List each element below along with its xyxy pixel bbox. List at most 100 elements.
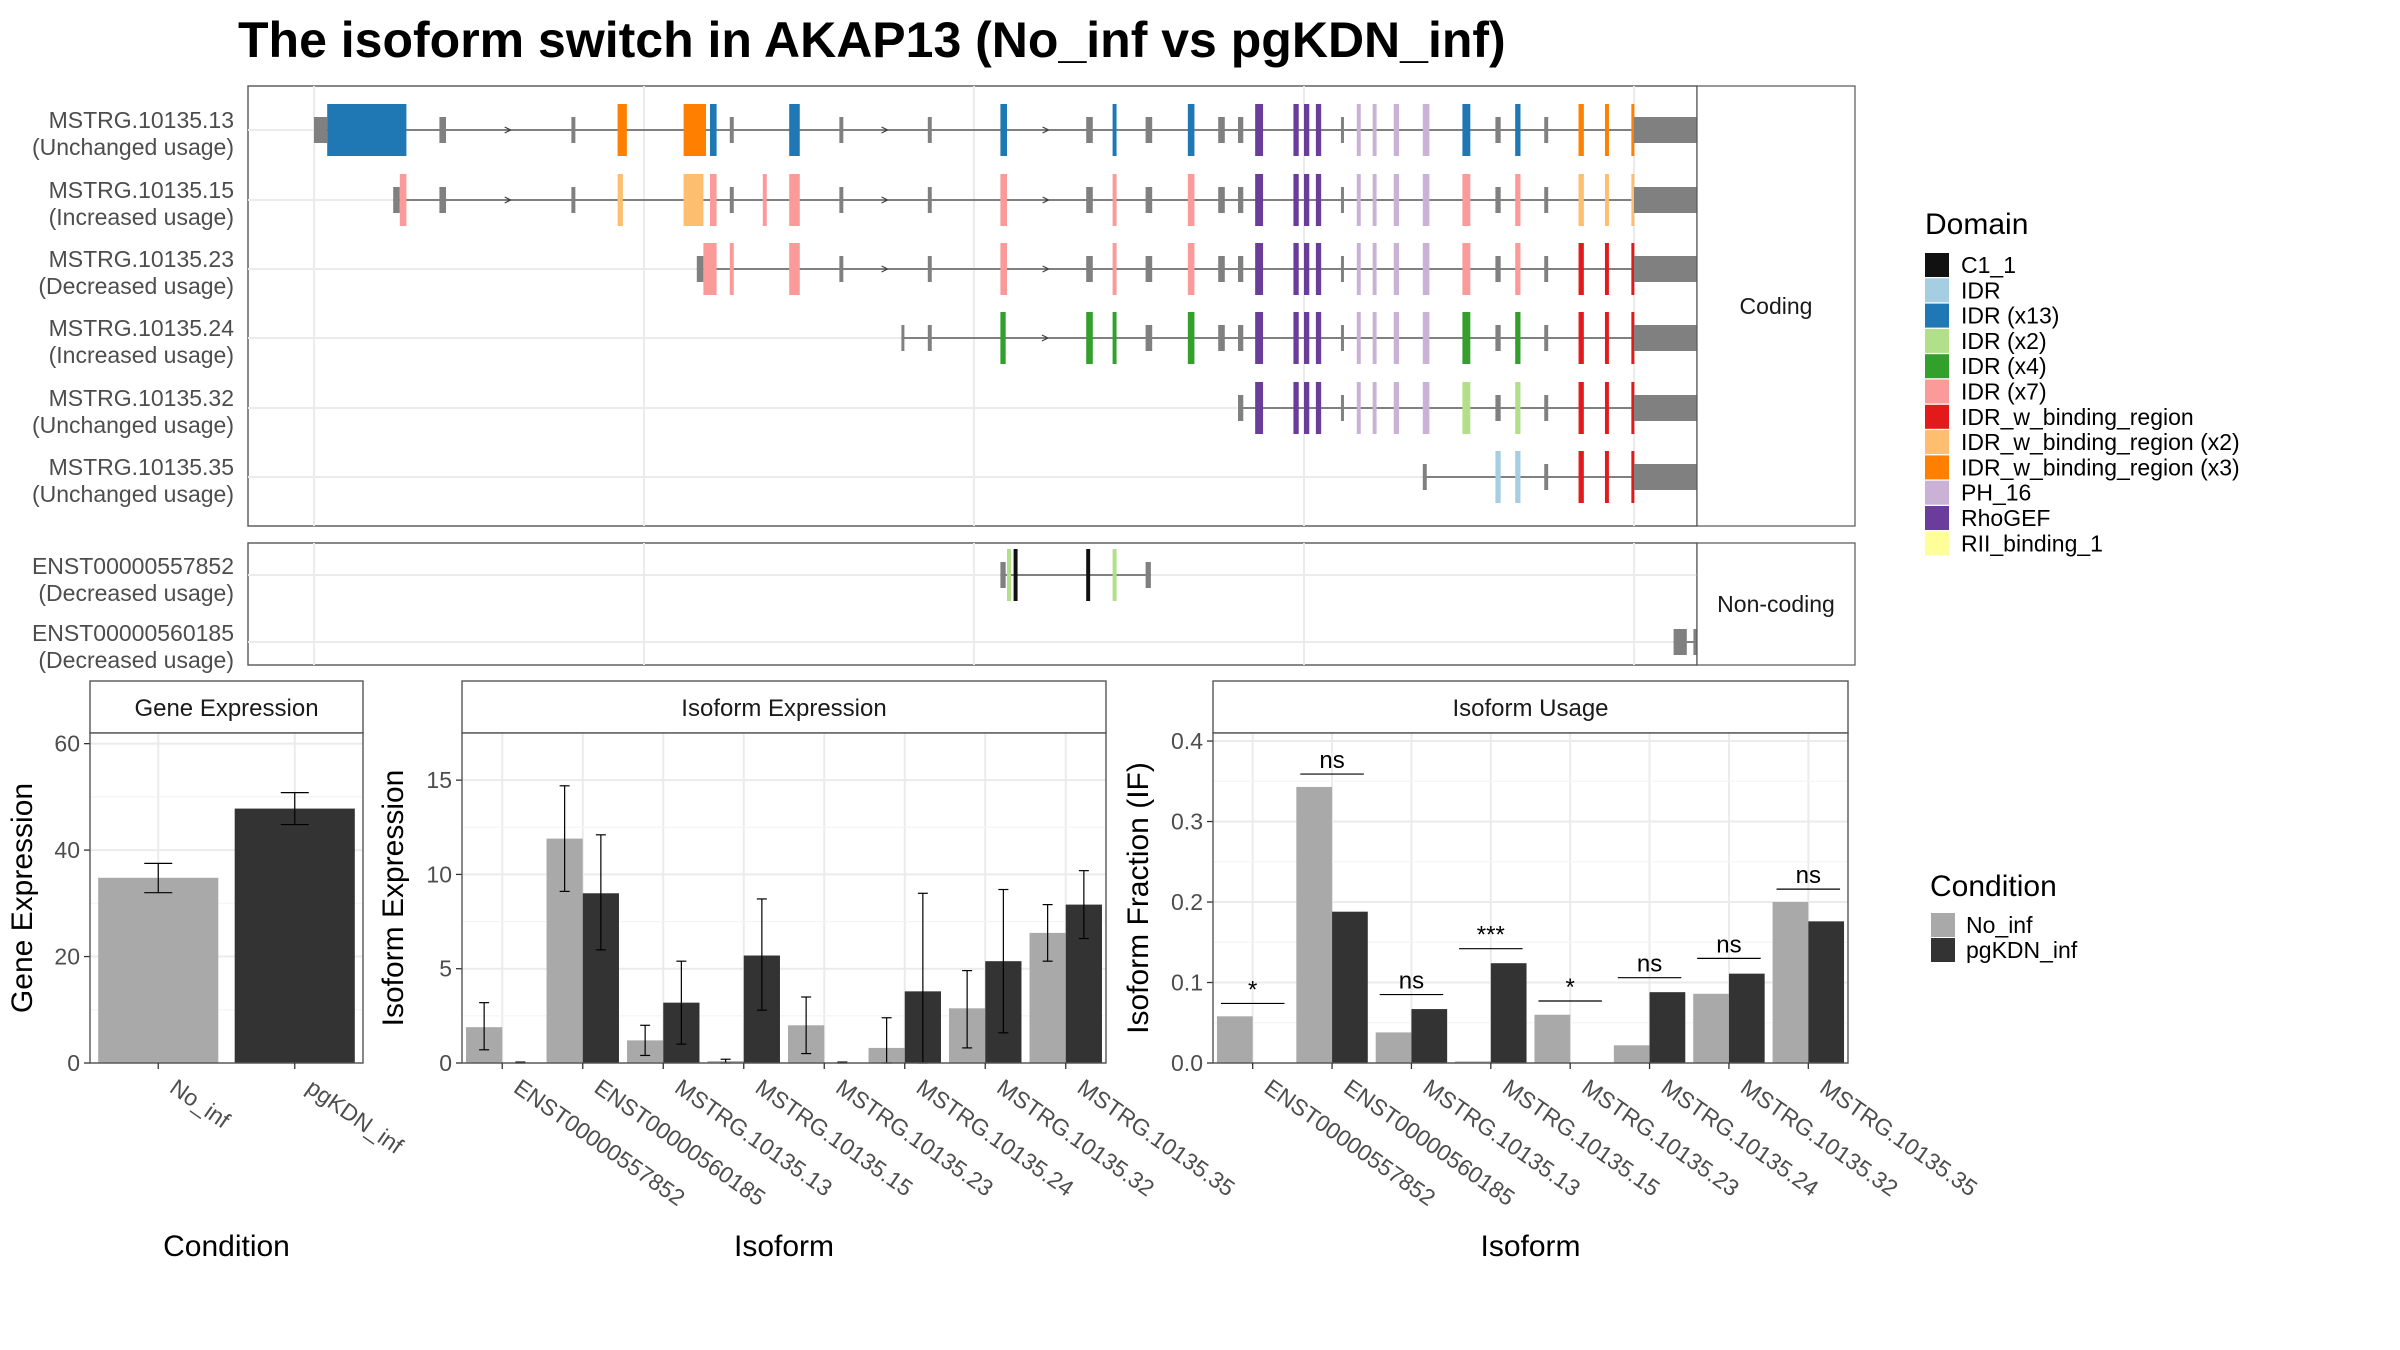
chart-strip: [461, 680, 1107, 734]
chart-title: Gene Expression: [134, 695, 318, 722]
condition-legend-title: Condition: [1930, 870, 2057, 903]
transcript-usage-label: (Unchanged usage): [32, 412, 234, 438]
legend-swatch: [1925, 455, 1949, 480]
domain-exon: [1000, 243, 1007, 295]
domain-exon: [789, 243, 800, 295]
transcript-usage-label: (Decreased usage): [38, 273, 234, 299]
legend-label: IDR_w_binding_region: [1961, 404, 2194, 430]
domain-exon: [1013, 549, 1018, 601]
utr-exon: [1634, 117, 1707, 143]
domain-exon: [1356, 104, 1361, 156]
utr-exon: [1422, 464, 1427, 490]
domain-exon: [1631, 451, 1635, 503]
domain-exon: [710, 174, 717, 226]
transcript-name-label: MSTRG.10135.23: [49, 246, 234, 272]
domain-exon: [1293, 174, 1299, 226]
coding-panel: [247, 85, 1707, 527]
transcript-name-label: MSTRG.10135.13: [49, 107, 234, 133]
domain-exon: [1393, 243, 1400, 295]
domain-exon: [1112, 243, 1117, 295]
domain-exon: [1187, 243, 1195, 295]
y-tick-label: 40: [54, 837, 80, 863]
intron-arrow: [1041, 334, 1050, 342]
domain-exon: [762, 174, 767, 226]
domain-exon: [327, 104, 407, 156]
domain-exon: [1086, 312, 1093, 364]
utr-exon: [927, 256, 932, 282]
transcript-usage-label: (Unchanged usage): [32, 481, 234, 507]
domain-exon: [1631, 104, 1635, 156]
domain-exon: [1631, 243, 1635, 295]
legend-swatch: [1925, 430, 1949, 455]
transcript-usage-label: (Increased usage): [49, 342, 234, 368]
domain-exon: [1462, 243, 1471, 295]
significance-label: ns: [1796, 862, 1821, 889]
domain-exon: [1372, 104, 1377, 156]
utr-exon: [1238, 395, 1244, 421]
domain-exon: [1356, 382, 1361, 434]
intron-arrow: [881, 196, 889, 204]
domain-exon: [1187, 312, 1195, 364]
domain-exon: [1356, 312, 1361, 364]
domain-exon: [683, 104, 707, 156]
legend-swatch: [1925, 531, 1949, 556]
domain-exon: [1000, 174, 1007, 226]
utr-exon: [1218, 187, 1225, 213]
y-tick-label: 0.4: [1171, 728, 1203, 754]
utr-exon: [1544, 256, 1549, 282]
domain-exon: [703, 243, 717, 295]
domain-exon: [1578, 312, 1584, 364]
domain-exon: [1422, 243, 1430, 295]
bar: [1534, 1014, 1571, 1063]
domain-exon: [1578, 382, 1584, 434]
isoform-structure-plot: MSTRG.10135.13 (Unchanged usage) MSTRG.101…: [32, 85, 1856, 673]
legend-swatch: [1925, 404, 1949, 429]
utr-exon: [1544, 187, 1549, 213]
domain-exon: [1255, 174, 1264, 226]
domain-exon: [1631, 382, 1635, 434]
utr-exon: [839, 256, 844, 282]
domain-exon: [1604, 382, 1609, 434]
domain-exon: [1578, 174, 1584, 226]
domain-exon: [1293, 243, 1299, 295]
legend-label: IDR (x2): [1961, 328, 2047, 354]
utr-exon: [927, 325, 932, 351]
transcript-name-label: MSTRG.10135.24: [49, 315, 235, 341]
y-tick-label: 60: [54, 731, 80, 757]
utr-exon: [1634, 187, 1707, 213]
legend-label: IDR: [1961, 277, 2001, 303]
bar: [1296, 786, 1333, 1063]
utr-exon: [839, 117, 844, 143]
transcript-labels: MSTRG.10135.13 (Unchanged usage) MSTRG.101…: [32, 107, 234, 673]
utr-exon: [1495, 117, 1501, 143]
utr-exon: [1086, 117, 1093, 143]
utr-exon: [1145, 562, 1151, 588]
significance-label: ns: [1716, 931, 1741, 958]
domain-exon: [1000, 104, 1007, 156]
legend-label: PH_16: [1961, 480, 2031, 506]
domain-exon: [1393, 312, 1400, 364]
legend-swatch: [1925, 506, 1949, 530]
domain-exon: [1293, 382, 1299, 434]
utr-exon: [1495, 256, 1501, 282]
domain-exon: [1422, 312, 1430, 364]
y-axis-label: Isoform Expression: [377, 770, 410, 1027]
legend-label: IDR (x7): [1961, 379, 2047, 405]
utr-exon: [1544, 464, 1549, 490]
utr-exon: [1238, 117, 1244, 143]
domain-exon: [1604, 174, 1609, 226]
utr-exon: [901, 325, 905, 351]
chart-strip: [89, 680, 364, 734]
utr-exon: [1634, 395, 1707, 421]
y-tick-label: 0.1: [1171, 970, 1203, 996]
utr-exon: [927, 117, 932, 143]
domain-exon: [729, 243, 734, 295]
y-axis-label: Gene Expression: [6, 783, 39, 1013]
domain-exon: [1315, 243, 1322, 295]
domain-exon: [1515, 312, 1521, 364]
domain-exon: [1462, 382, 1471, 434]
domain-exon: [1604, 312, 1609, 364]
domain-exon: [1007, 549, 1011, 601]
strip-noncoding-label: Non-coding: [1717, 591, 1835, 617]
